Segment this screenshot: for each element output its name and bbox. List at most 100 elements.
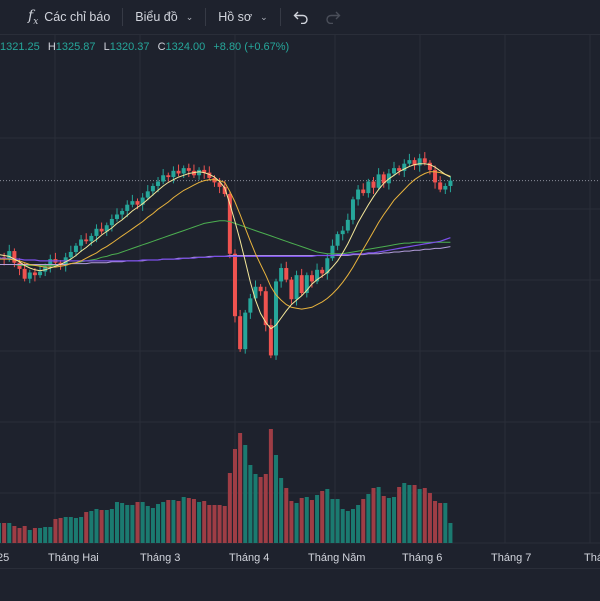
volume-bar <box>284 488 289 543</box>
candle-body <box>84 239 89 242</box>
undo-button[interactable] <box>285 0 317 34</box>
x-axis-label: Tháng 3 <box>140 552 180 564</box>
volume-bar <box>315 495 320 543</box>
candle-body <box>43 266 48 272</box>
candle-body <box>181 168 186 174</box>
volume-bar <box>279 478 284 543</box>
candle-body <box>125 204 130 211</box>
volume-bar <box>274 455 279 543</box>
candle-body <box>68 251 73 258</box>
candle-body <box>94 228 99 236</box>
candle-body <box>135 201 140 205</box>
redo-button[interactable] <box>317 0 349 34</box>
indicators-button[interactable]: fx Các chỉ báo <box>20 0 118 34</box>
volume-bar <box>181 497 186 543</box>
volume-bar <box>243 445 248 543</box>
volume-bar <box>186 498 191 543</box>
candle-body <box>27 272 32 279</box>
volume-bar <box>58 518 63 543</box>
candle-body <box>356 189 361 200</box>
chevron-down-icon: ⌄ <box>185 11 194 22</box>
profile-menu-label: Hồ sơ <box>218 10 253 24</box>
x-axis-label: 25 <box>0 552 9 564</box>
volume-bar <box>258 477 263 543</box>
candle-body <box>48 259 53 267</box>
candle-body <box>186 168 191 171</box>
candle-body <box>238 316 243 350</box>
volume-bar <box>289 501 294 543</box>
volume-bar <box>443 503 448 543</box>
price-chart[interactable]: 25 Tháng Hai Tháng 3 Tháng 4 Tháng Năm Tháng … <box>0 35 600 568</box>
volume-bar <box>32 528 37 543</box>
volume-bar <box>109 509 114 543</box>
volume-bar <box>114 502 119 543</box>
volume-bar <box>232 449 237 543</box>
volume-bar <box>7 523 12 543</box>
volume-bar <box>350 509 355 543</box>
candle-body <box>417 158 422 166</box>
indicators-label: Các chỉ báo <box>44 10 111 24</box>
volume-bar <box>407 485 412 543</box>
volume-bar <box>294 503 299 543</box>
function-fx-icon: fx <box>28 7 39 27</box>
candle-body <box>294 275 299 300</box>
candle-body <box>32 272 37 276</box>
volume-bar <box>238 433 243 543</box>
x-axis-label: Tháng 4 <box>229 552 269 564</box>
undo-icon <box>293 11 308 24</box>
candle-body <box>243 312 248 350</box>
volume-bar <box>227 473 232 543</box>
profile-menu-button[interactable]: Hồ sơ ⌄ <box>210 0 275 34</box>
candle-body <box>99 228 104 232</box>
volume-bar <box>386 498 391 543</box>
volume-bar <box>366 494 371 543</box>
x-axis-label: Tháng <box>584 552 600 564</box>
candle-body <box>422 158 427 163</box>
high-key: H <box>47 41 56 53</box>
volume-bar <box>320 491 325 543</box>
candle-body <box>309 275 314 282</box>
candle-body <box>340 230 345 235</box>
ohlc-legend: 1321.25 H1325.87 L1320.37 C1324.00 +8.80… <box>0 41 294 53</box>
candle-body <box>114 214 119 219</box>
volume-bar <box>361 499 366 543</box>
volume-bar <box>130 505 135 543</box>
volume-bar <box>381 496 386 543</box>
candle-body <box>407 160 412 164</box>
candle-body <box>89 235 94 242</box>
x-axis-label: Tháng 6 <box>402 552 442 564</box>
candle-body <box>166 175 171 178</box>
volume-bar <box>89 511 94 543</box>
volume-bar <box>17 528 22 543</box>
high-value: 1325.87 <box>55 41 96 53</box>
candle-body <box>79 239 84 246</box>
low-value: 1320.37 <box>109 41 150 53</box>
volume-bar <box>340 509 345 543</box>
candle-body <box>330 245 335 259</box>
volume-bar <box>268 429 273 543</box>
candle-body <box>12 251 17 263</box>
candle-body <box>73 245 78 252</box>
volume-bar <box>68 517 73 543</box>
volume-bar <box>171 500 176 543</box>
chart-menu-button[interactable]: Biểu đồ ⌄ <box>127 0 201 34</box>
volume-bar <box>417 489 422 543</box>
volume-bar <box>73 518 78 543</box>
volume-bar <box>27 530 32 543</box>
bottom-bar <box>0 568 600 601</box>
candle-body <box>202 169 207 173</box>
candle-body <box>361 189 366 194</box>
redo-icon <box>326 11 341 24</box>
volume-bar <box>433 501 438 543</box>
volume-bar <box>125 505 130 543</box>
candle-body <box>161 175 166 182</box>
candle-body <box>438 182 443 190</box>
candle-body <box>268 325 273 356</box>
candle-body <box>222 186 227 194</box>
volume-bar <box>104 510 109 543</box>
volume-bar <box>304 497 309 543</box>
candle-body <box>7 251 12 260</box>
candle-body <box>253 286 258 299</box>
ma-longer-line <box>0 237 451 262</box>
candle-body <box>448 180 453 186</box>
